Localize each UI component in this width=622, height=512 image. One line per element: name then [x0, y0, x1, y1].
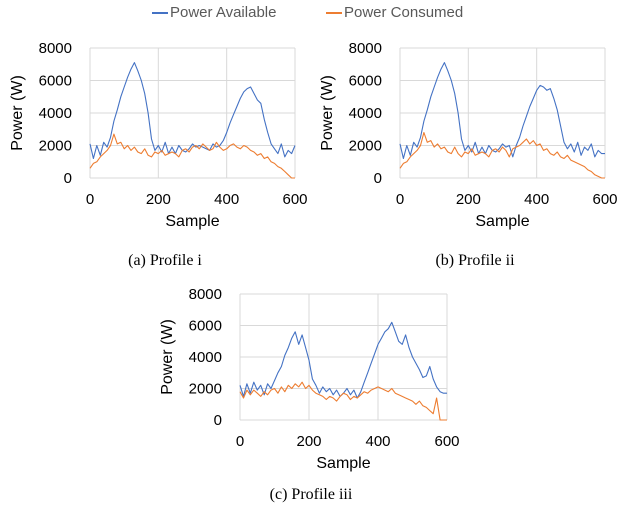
x-tick-label-a-2: 400 — [214, 191, 239, 208]
y-tick-label-b-2: 4000 — [349, 105, 382, 122]
y-axis-title-b: Power (W) — [319, 75, 336, 151]
y-tick-label-a-3: 6000 — [39, 73, 72, 90]
chart-panel-a: 0 2000 4000 6000 8000 0 200 400 600 Sample Power (… — [0, 36, 310, 240]
legend-label-power-available: Power Available — [170, 4, 277, 21]
x-axis-title-b: Sample — [475, 213, 529, 230]
x-tick-label-a-1: 200 — [146, 191, 171, 208]
y-tick-label-b-1: 2000 — [349, 138, 382, 155]
caption-c: (c) Profile iii — [269, 486, 353, 503]
legend-swatch-power-available — [152, 11, 168, 14]
y-tick-label-c-4: 8000 — [189, 286, 222, 303]
caption-b: (b) Profile ii — [435, 252, 515, 269]
x-tick-label-b-0: 0 — [396, 191, 404, 208]
x-tick-label-a-3: 600 — [282, 191, 307, 208]
y-tick-label-b-4: 8000 — [349, 40, 382, 57]
chart-c-svg: 0 2000 4000 6000 8000 0 200 400 600 Sample Power (… — [159, 286, 460, 472]
legend-item-power-available: Power Available — [152, 4, 276, 21]
y-axis-title-a: Power (W) — [9, 75, 26, 151]
x-tick-label-c-0: 0 — [236, 433, 244, 450]
x-tick-label-c-2: 400 — [365, 433, 390, 450]
y-tick-label-c-3: 6000 — [189, 318, 222, 335]
x-tick-label-c-3: 600 — [434, 433, 459, 450]
x-tick-label-b-1: 200 — [456, 191, 481, 208]
chart-panel-b: 0 2000 4000 6000 8000 0 200 400 600 Sample Power (… — [310, 36, 622, 240]
x-axis-title-a: Sample — [165, 213, 219, 230]
y-tick-label-c-1: 2000 — [189, 381, 222, 398]
x-axis-title-c: Sample — [316, 455, 370, 472]
chart-panel-c: 0 2000 4000 6000 8000 0 200 400 600 Sample Power (… — [150, 282, 462, 478]
series-line-b-power-consumed — [399, 131, 605, 179]
x-tick-label-b-2: 400 — [524, 191, 549, 208]
series-line-c-power-available — [239, 321, 447, 399]
y-tick-label-c-2: 4000 — [189, 349, 222, 366]
y-tick-label-a-4: 8000 — [39, 40, 72, 57]
chart-a-svg: 0 2000 4000 6000 8000 0 200 400 600 Sample Power (… — [9, 40, 308, 230]
x-tick-label-a-0: 0 — [86, 191, 94, 208]
series-line-b-power-available — [399, 62, 605, 160]
y-tick-label-a-2: 4000 — [39, 105, 72, 122]
legend-swatch-power-consumed — [326, 11, 342, 14]
y-tick-label-c-0: 0 — [214, 412, 222, 429]
legend-label-power-consumed: Power Consumed — [344, 4, 464, 21]
series-line-a-power-available — [89, 62, 296, 160]
y-tick-label-a-0: 0 — [64, 170, 72, 187]
y-tick-label-b-3: 6000 — [349, 73, 382, 90]
y-tick-label-b-0: 0 — [374, 170, 382, 187]
chart-b-svg: 0 2000 4000 6000 8000 0 200 400 600 Sample Power (… — [319, 40, 618, 230]
y-tick-label-a-1: 2000 — [39, 138, 72, 155]
series-line-a-power-consumed — [89, 133, 295, 179]
legend-item-power-consumed: Power Consumed — [326, 4, 463, 21]
x-tick-label-b-3: 600 — [592, 191, 617, 208]
x-tick-label-c-1: 200 — [296, 433, 321, 450]
y-axis-title-c: Power (W) — [159, 319, 176, 395]
legend: Power Available Power Consumed — [0, 4, 622, 26]
series-line-c-power-consumed — [239, 381, 447, 421]
caption-a: (a) Profile i — [128, 252, 202, 269]
